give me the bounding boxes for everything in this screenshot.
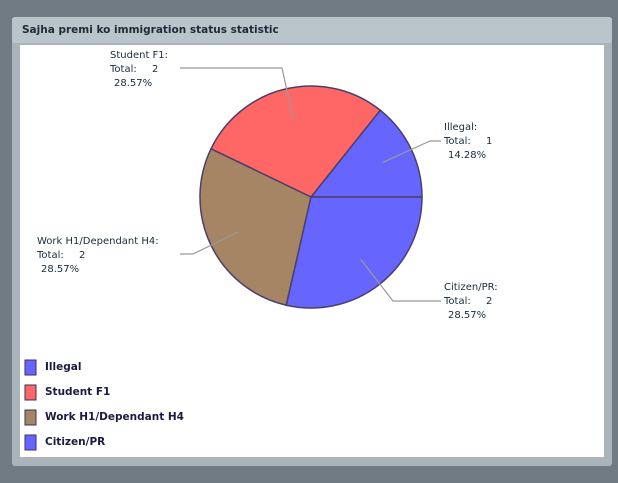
total-value: 1: [486, 136, 492, 147]
leader-line: [360, 259, 441, 302]
percent-label: 28.57%: [114, 78, 152, 89]
slice-label: Work H1/Dependant H4:: [37, 236, 159, 247]
total-value: 2: [79, 250, 85, 261]
percent-label: 28.57%: [41, 264, 79, 275]
percent-label: 14.28%: [448, 150, 486, 161]
leader-line: [382, 140, 441, 163]
leader-line: [180, 67, 294, 120]
slice-label: Illegal:: [444, 122, 477, 133]
total-prefix: Total:: [443, 296, 471, 307]
legend-swatch: [24, 434, 37, 451]
panel-header: [12, 17, 612, 43]
legend-swatch: [24, 409, 37, 426]
chart-title: Sajha premi ko immigration status statis…: [22, 24, 279, 36]
legend-label: Illegal: [45, 361, 81, 373]
legend-swatch: [24, 384, 37, 401]
leader-line: [180, 231, 240, 255]
slice-label: Student F1:: [110, 50, 168, 61]
pie-slice: [309, 109, 423, 198]
percent-label: 28.57%: [448, 310, 486, 321]
total-prefix: Total:: [36, 250, 64, 261]
slice-label: Citizen/PR:: [444, 282, 498, 293]
total-value: 2: [152, 64, 158, 75]
legend-label: Work H1/Dependant H4: [45, 411, 184, 423]
legend-label: Citizen/PR: [45, 436, 105, 448]
total-prefix: Total:: [109, 64, 137, 75]
total-prefix: Total:: [443, 136, 471, 147]
legend-swatch: [24, 359, 37, 376]
total-value: 2: [486, 296, 492, 307]
legend-label: Student F1: [45, 386, 110, 398]
